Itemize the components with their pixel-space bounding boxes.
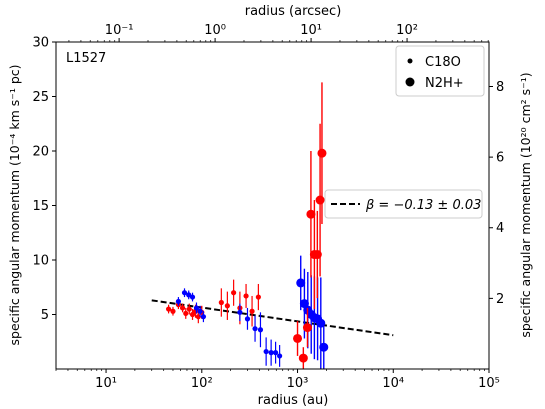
legend-marker-c18o <box>407 58 413 64</box>
x-top-tick-label: 10⁰ <box>204 23 226 38</box>
data-point <box>237 309 243 315</box>
data-point <box>193 305 200 311</box>
data-point <box>189 311 196 318</box>
data-point <box>175 298 182 305</box>
legend-label-n2h: N2H+ <box>425 76 464 91</box>
data-point <box>165 306 172 312</box>
data-point <box>316 318 326 328</box>
data-point <box>231 290 237 296</box>
fit-legend-label: β = −0.13 ± 0.03 <box>365 198 481 213</box>
data-point <box>298 353 308 363</box>
data-point <box>189 294 196 300</box>
y-right-tick-label: 2 <box>496 292 504 307</box>
data-point <box>263 348 269 355</box>
data-point <box>277 353 283 359</box>
x-tick-label: 10⁴ <box>382 376 404 391</box>
y-right-tick-label: 4 <box>496 221 504 236</box>
y-tick-label: 10 <box>32 254 49 269</box>
axes-frame <box>55 41 490 370</box>
x-tick-label: 10¹ <box>95 376 117 391</box>
legend: C18O N2H+ <box>395 45 485 97</box>
data-point <box>186 292 192 298</box>
x-top-tick-label: 10² <box>396 23 418 38</box>
data-point <box>218 299 224 306</box>
data-point <box>249 308 255 314</box>
data-point <box>243 293 249 299</box>
x-top-tick-label: 10⁻¹ <box>105 23 134 38</box>
y-tick-label: 25 <box>32 90 49 105</box>
data-point <box>315 195 325 205</box>
y-axis-label-right: specific angular momentum (10²⁰ cm² s⁻¹) <box>518 72 533 337</box>
y-right-tick-label: 6 <box>496 151 504 166</box>
y-tick-label: 15 <box>32 199 49 214</box>
x-axis-label-bottom: radius (au) <box>258 393 329 408</box>
data-point <box>255 294 261 300</box>
data-point <box>268 350 274 356</box>
data-point <box>257 327 264 333</box>
y-right-tick-label: 8 <box>496 80 504 95</box>
legend-label-c18o: C18O <box>425 55 461 70</box>
data-point <box>197 308 203 314</box>
x-tick-label: 10³ <box>287 376 309 391</box>
y-axis-label-left: specific angular momentum (10⁻⁴ km s⁻¹ p… <box>7 64 22 345</box>
x-tick-label: 10⁵ <box>478 376 500 391</box>
data-point <box>181 290 188 296</box>
data-point <box>224 303 230 309</box>
data-point <box>244 316 251 322</box>
data-layer <box>151 82 394 369</box>
data-point <box>272 350 279 356</box>
plot-area: 10¹ 10² 10³ 10⁴ 10⁵ 10⁻¹ 10⁰ 10¹ 10² 5 10 15 20 25 30 2… <box>32 23 504 391</box>
data-point <box>306 209 316 219</box>
fit-legend: β = −0.13 ± 0.03 <box>324 189 483 219</box>
data-point <box>183 310 189 317</box>
data-point <box>252 326 258 332</box>
legend-marker-n2h <box>405 77 415 87</box>
fit-legend-box <box>324 189 483 219</box>
data-point <box>319 342 329 352</box>
x-axis-label-top: radius (arcsec) <box>245 4 342 19</box>
data-point <box>170 308 176 314</box>
fit-line <box>151 299 394 337</box>
panel-label: L1527 <box>66 51 106 66</box>
y-tick-label: 30 <box>32 36 49 51</box>
y-tick-label: 20 <box>32 145 49 160</box>
x-tick-label: 10² <box>191 376 213 391</box>
data-point <box>186 306 192 312</box>
data-point <box>302 323 312 333</box>
data-point <box>293 333 303 343</box>
y-tick-label: 5 <box>41 308 49 323</box>
data-point <box>317 148 327 158</box>
legend-box <box>395 45 485 97</box>
data-point <box>296 278 306 288</box>
data-point <box>200 314 207 320</box>
data-point <box>179 305 186 311</box>
x-top-tick-label: 10¹ <box>300 23 322 38</box>
